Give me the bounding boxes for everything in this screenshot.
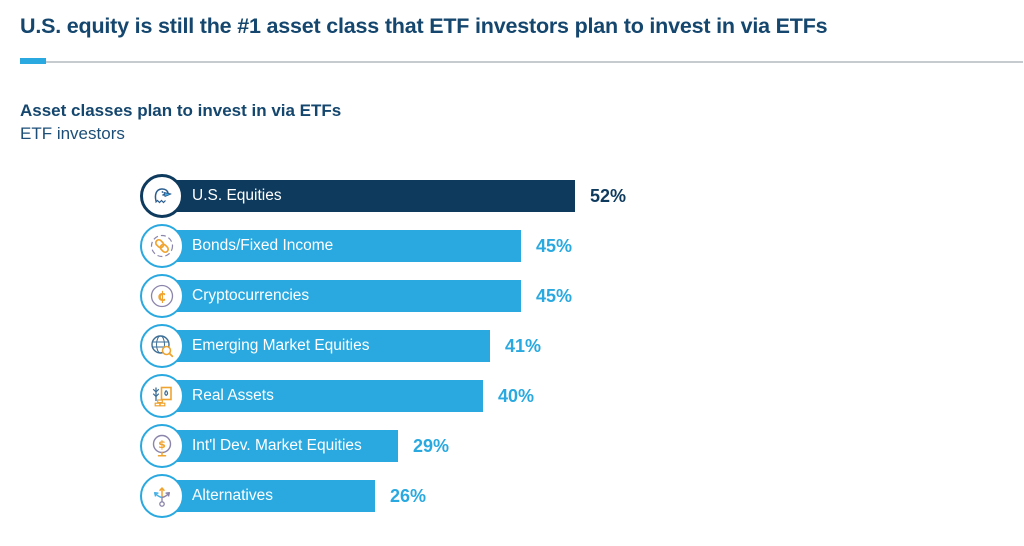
- bar-us-equities: U.S. Equities: [176, 180, 575, 212]
- bar-label: Emerging Market Equities: [192, 337, 370, 354]
- eagle-icon: [140, 174, 184, 218]
- svg-text:$: $: [158, 438, 166, 451]
- bar-value: 45%: [536, 236, 573, 256]
- chart-title: Asset classes plan to invest in via ETFs: [20, 101, 342, 120]
- bar-label: Real Assets: [192, 387, 274, 404]
- bar-value: 40%: [498, 386, 535, 406]
- accent-bar: [20, 58, 46, 64]
- bar-bonds: Bonds/Fixed Income: [176, 230, 521, 262]
- bar-label: Bonds/Fixed Income: [192, 237, 334, 254]
- chart-subtitle: ETF investors: [20, 124, 125, 143]
- bar-row-alternatives: Alternatives 26%: [140, 472, 1020, 522]
- bar-label: U.S. Equities: [192, 187, 282, 204]
- bar-row-emerging-markets: Emerging Market Equities 41%: [140, 322, 1020, 372]
- bar-value: 26%: [390, 486, 427, 506]
- bar-label: Alternatives: [192, 487, 273, 504]
- bar-chart: U.S. Equities 52% Bonds/Fixed Income 45%…: [140, 172, 1020, 522]
- desk-globe-dollar-icon: $: [140, 424, 184, 468]
- cryptocurrency-cent-icon: ¢: [140, 274, 184, 318]
- bar-value: 52%: [590, 186, 627, 206]
- bar-label: Int'l Dev. Market Equities: [192, 437, 362, 454]
- bar-value: 45%: [536, 286, 573, 306]
- svg-text:¢: ¢: [157, 289, 167, 305]
- page-title: U.S. equity is still the #1 asset class …: [20, 14, 828, 38]
- bar-row-cryptocurrencies: ¢ Cryptocurrencies 45%: [140, 272, 1020, 322]
- chain-link-icon: [140, 224, 184, 268]
- bar-emerging-markets: Emerging Market Equities: [176, 330, 490, 362]
- globe-magnifier-icon: [140, 324, 184, 368]
- bar-row-bonds: Bonds/Fixed Income 45%: [140, 222, 1020, 272]
- bar-intl-dev-markets: Int'l Dev. Market Equities: [176, 430, 398, 462]
- bar-real-assets: Real Assets: [176, 380, 483, 412]
- bar-cryptocurrencies: Cryptocurrencies: [176, 280, 521, 312]
- bar-alternatives: Alternatives: [176, 480, 375, 512]
- bar-row-intl-dev-markets: $ Int'l Dev. Market Equities 29%: [140, 422, 1020, 472]
- bar-row-real-assets: Real Assets 40%: [140, 372, 1020, 422]
- bar-value: 29%: [413, 436, 450, 456]
- wheat-building-gold-icon: [140, 374, 184, 418]
- bar-row-us-equities: U.S. Equities 52%: [140, 172, 1020, 222]
- bar-value: 41%: [505, 336, 542, 356]
- branching-arrows-icon: [140, 474, 184, 518]
- divider-line: [20, 61, 1023, 63]
- bar-label: Cryptocurrencies: [192, 287, 310, 304]
